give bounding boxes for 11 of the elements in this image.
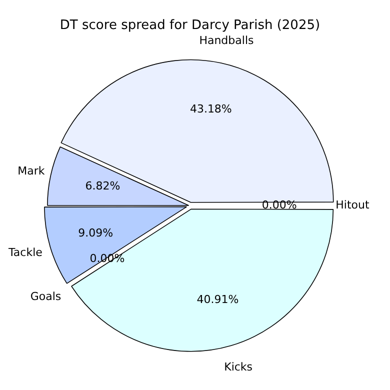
slice-label: Handballs	[199, 34, 254, 47]
slice-label: Tackle	[8, 246, 43, 260]
slice-label: Kicks	[224, 360, 253, 374]
data-label: 6.82%	[85, 180, 120, 193]
data-label: 43.18%	[190, 102, 232, 116]
chart-title: DT score spread for Darcy Parish (2025)	[60, 18, 320, 34]
data-label: 40.91%	[196, 293, 239, 306]
category-label: Hitout	[336, 198, 370, 212]
category-label: Goals	[30, 290, 62, 303]
slice-label: Mark	[18, 164, 46, 178]
data-label: 9.09%	[78, 226, 114, 240]
